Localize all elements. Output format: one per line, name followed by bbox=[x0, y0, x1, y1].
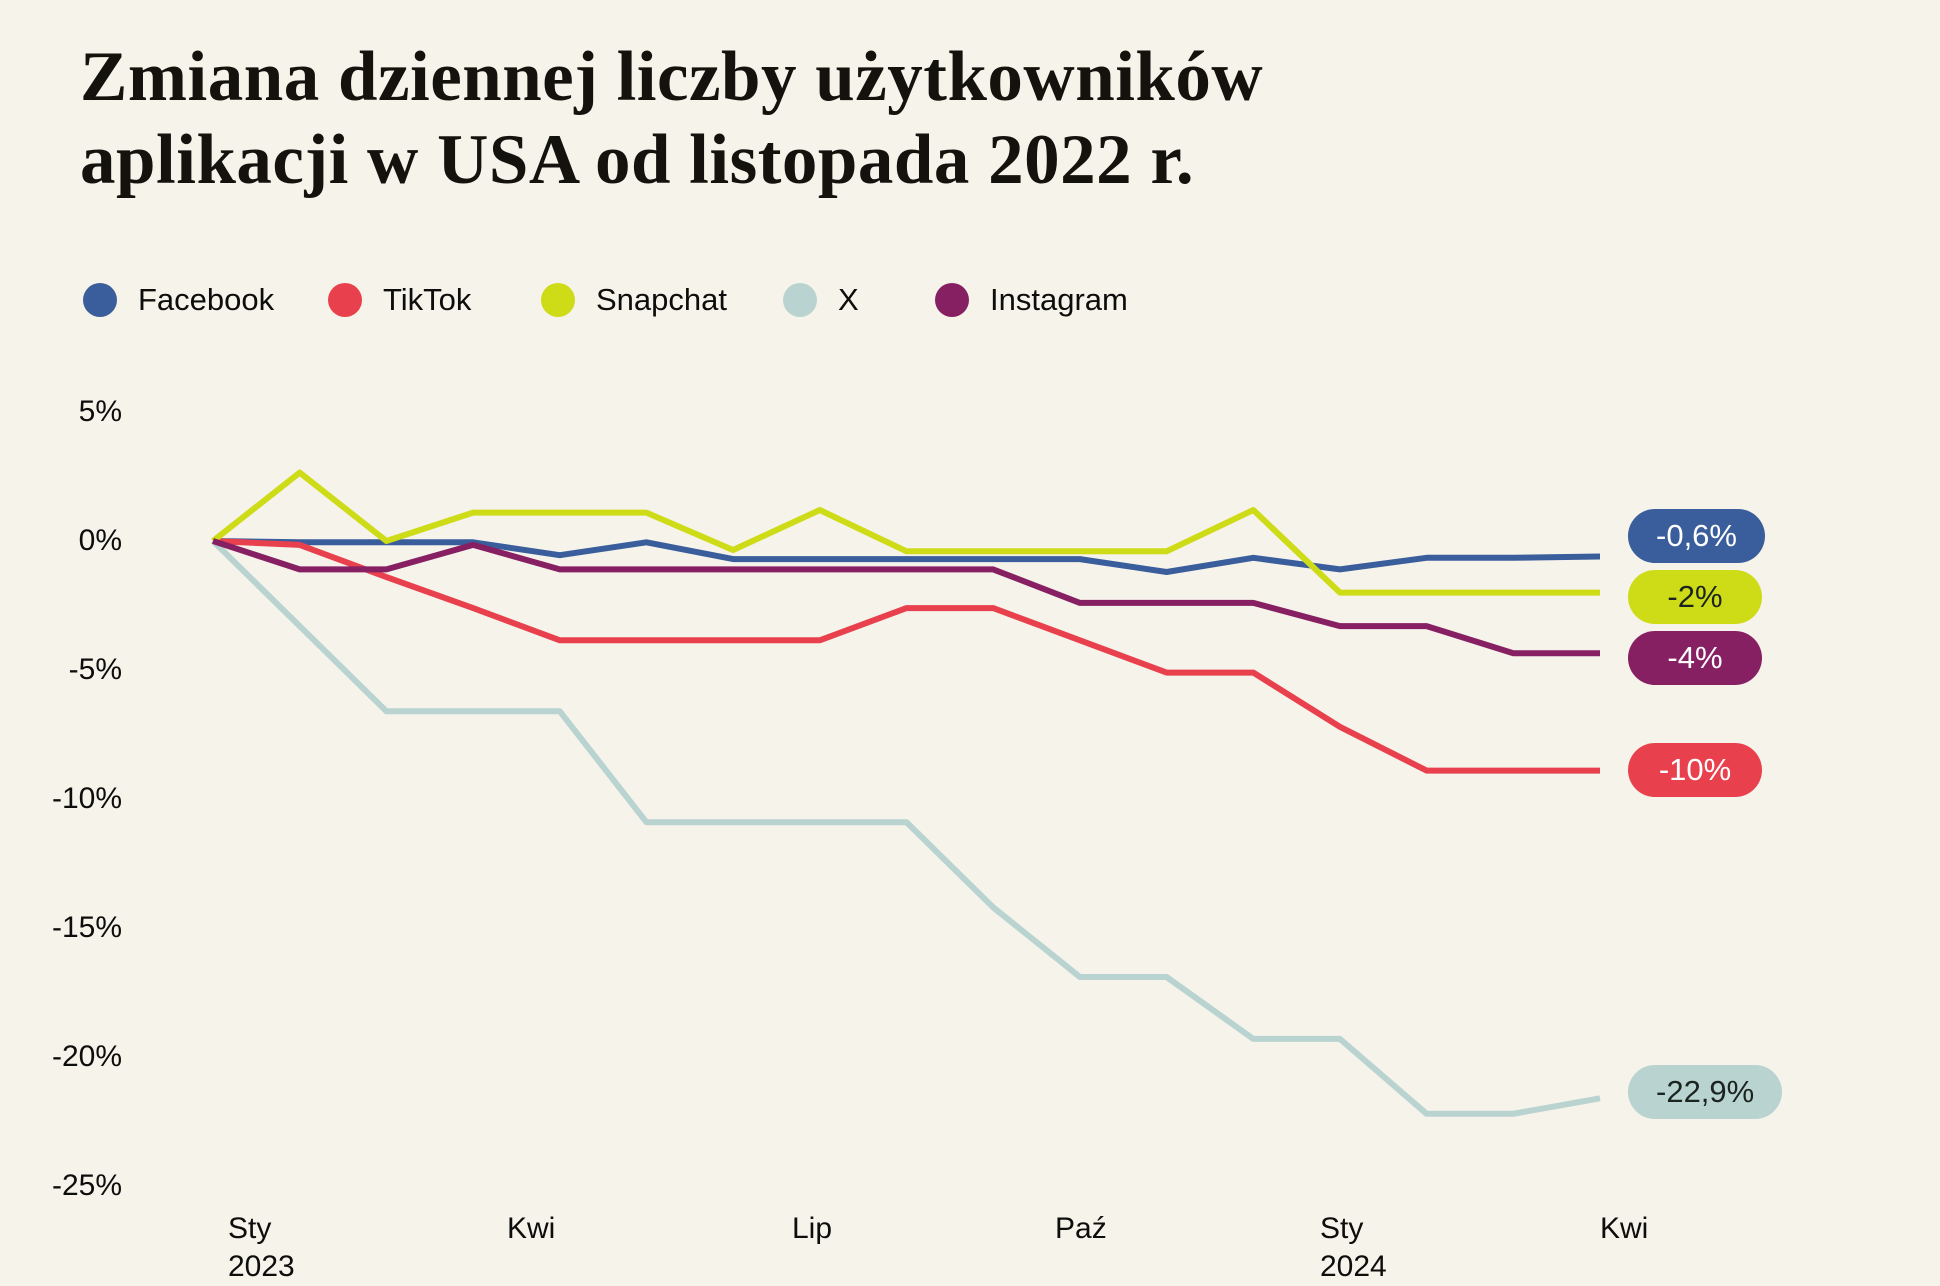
legend-label: TikTok bbox=[383, 282, 472, 317]
x-tick-label: Sty 2024 bbox=[1320, 1212, 1387, 1283]
legend-label: Facebook bbox=[138, 282, 275, 317]
legend-item-instagram[interactable]: Instagram bbox=[935, 283, 1165, 317]
x-line bbox=[210, 538, 1601, 1117]
legend-label: Instagram bbox=[990, 282, 1128, 317]
snapchat-end-value-badge: -2% bbox=[1628, 570, 1762, 624]
legend-label: Snapchat bbox=[596, 282, 727, 317]
x-tick-label: Sty 2023 bbox=[228, 1212, 295, 1283]
y-tick-label: -25% bbox=[51, 1169, 122, 1202]
y-tick-label: -15% bbox=[51, 911, 122, 944]
facebook-legend-dot-icon bbox=[83, 283, 117, 317]
instagram-legend-dot-icon bbox=[935, 283, 969, 317]
legend-item-facebook[interactable]: Facebook bbox=[83, 283, 313, 317]
legend-item-x[interactable]: X bbox=[783, 283, 1013, 317]
x-tick-label: Paź bbox=[1055, 1212, 1107, 1245]
y-tick-label: 0% bbox=[78, 524, 122, 557]
facebook-line bbox=[212, 538, 1601, 575]
instagram-line bbox=[212, 538, 1600, 657]
page-title-line-1: Zmiana dziennej liczby użytkowników bbox=[80, 38, 1264, 116]
y-tick-label: -20% bbox=[51, 1040, 122, 1073]
y-tick-label: -10% bbox=[51, 782, 122, 815]
x-tick-label: Kwi bbox=[507, 1212, 556, 1245]
legend-label: X bbox=[838, 282, 859, 317]
page-title-line-2: aplikacji w USA od listopada 2022 r. bbox=[80, 121, 1195, 199]
tiktok-legend-dot-icon bbox=[328, 283, 362, 317]
x-tick-label: Lip bbox=[792, 1212, 833, 1245]
legend-item-tiktok[interactable]: TikTok bbox=[328, 283, 558, 317]
instagram-end-value-badge: -4% bbox=[1628, 631, 1762, 685]
facebook-end-value-badge: -0,6% bbox=[1628, 509, 1765, 563]
tiktok-end-value-badge: -10% bbox=[1628, 743, 1762, 797]
tiktok-line bbox=[212, 538, 1600, 774]
snapchat-line bbox=[211, 469, 1600, 596]
x-tick-label: Kwi bbox=[1600, 1212, 1649, 1245]
snapchat-legend-dot-icon bbox=[541, 283, 575, 317]
x-end-value-badge: -22,9% bbox=[1628, 1065, 1783, 1119]
x-legend-dot-icon bbox=[783, 283, 817, 317]
legend-item-snapchat[interactable]: Snapchat bbox=[541, 283, 771, 317]
page-title: Zmiana dziennej liczby użytkowników apli… bbox=[80, 36, 1263, 202]
y-tick-label: -5% bbox=[68, 653, 122, 686]
y-tick-label: 5% bbox=[78, 395, 122, 428]
